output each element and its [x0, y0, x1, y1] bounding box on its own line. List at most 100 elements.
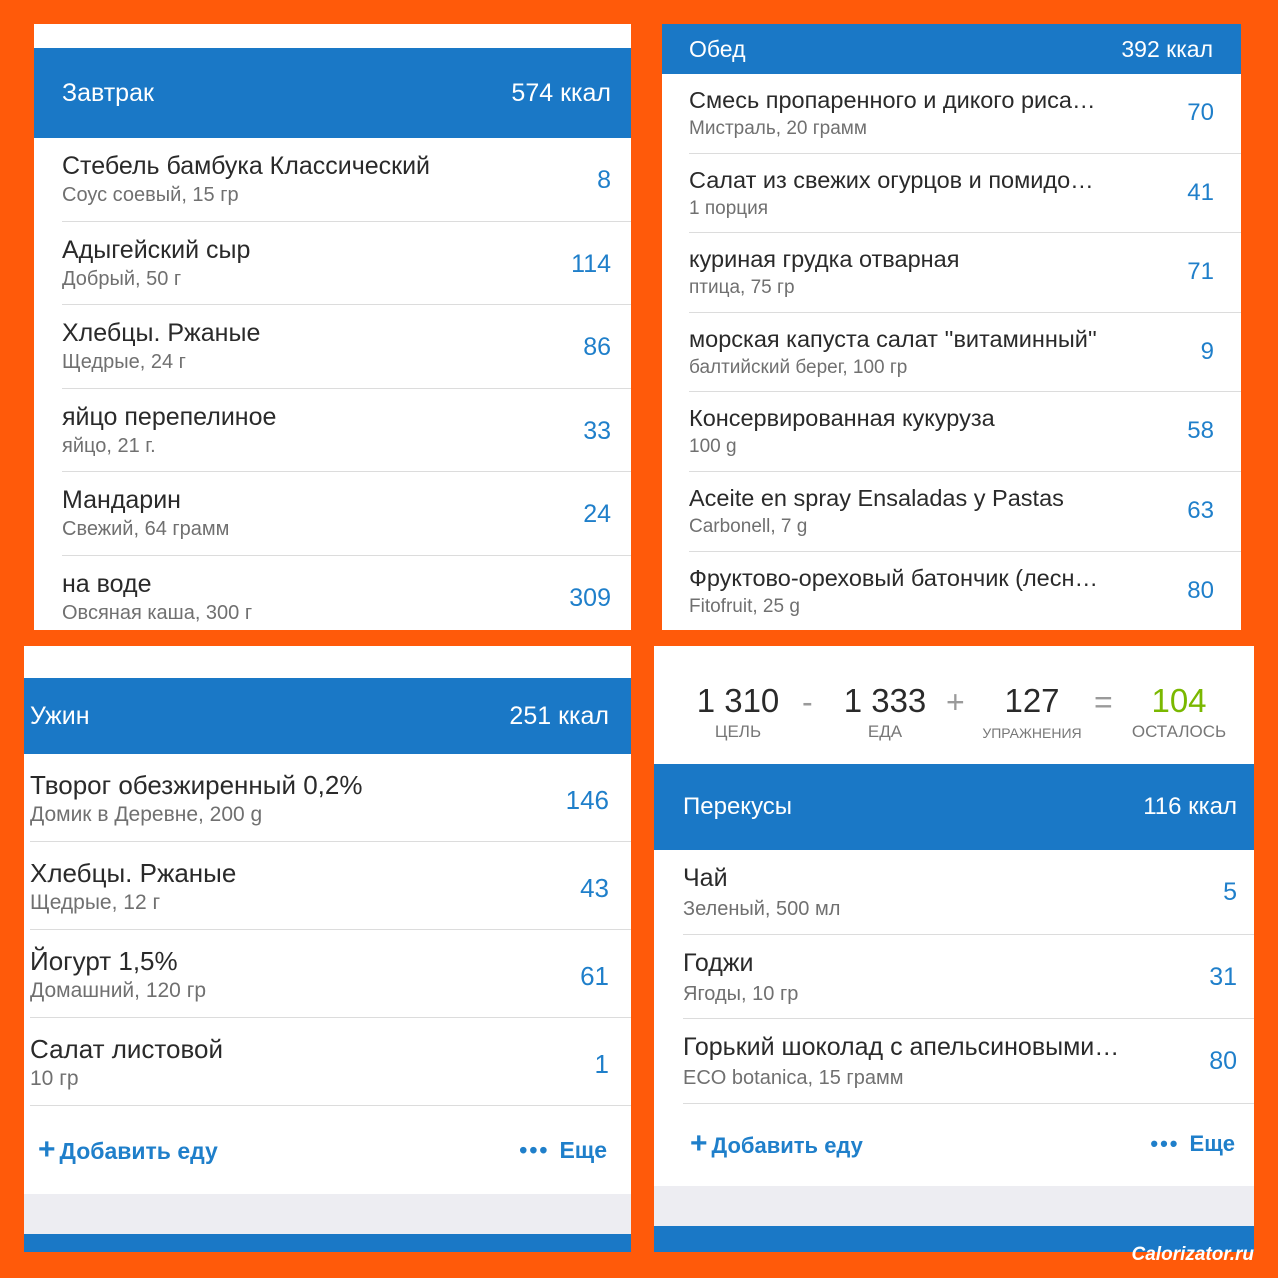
food-row[interactable]: Годжи Ягоды, 10 гр 31	[683, 935, 1254, 1019]
food-calories: 146	[565, 785, 609, 815]
food-row[interactable]: Aceite en spray Ensaladas y Pastas Carbon…	[689, 472, 1241, 552]
food-calories: 31	[1209, 962, 1237, 991]
food-name: Салат из свежих огурцов и помидо…	[689, 166, 1094, 193]
more-button[interactable]: ••• Еще	[1150, 1131, 1235, 1157]
food-row[interactable]: на воде Овсяная каша, 300 г 309	[62, 556, 631, 631]
food-detail: балтийский берег, 100 гр	[689, 356, 908, 378]
food-row[interactable]: Творог обезжиренный 0,2% Домик в Деревне,…	[30, 754, 631, 842]
food-calories: 61	[580, 961, 609, 991]
food-calories: 43	[580, 873, 609, 903]
food-detail: Carbonell, 7 g	[689, 515, 808, 537]
more-button[interactable]: ••• Еще	[519, 1137, 607, 1164]
food-detail: Домашний, 120 гр	[30, 979, 207, 1002]
food-name: Хлебцы. Ржаные	[62, 319, 261, 347]
summary-remaining: 104 ОСТАЛОСЬ	[1128, 682, 1230, 742]
next-section-header	[654, 1226, 1254, 1252]
food-name: Стебель бамбука Классический	[62, 152, 430, 180]
dinner-header[interactable]: Ужин 251 ккал	[24, 678, 631, 754]
food-row[interactable]: яйцо перепелиное яйцо, 21 г. 33	[62, 389, 631, 472]
breakfast-header[interactable]: Завтрак 574 ккал	[34, 48, 631, 138]
food-row[interactable]: Горький шоколад с апельсиновыми… ECO bota…	[683, 1019, 1254, 1104]
more-dots-icon: •••	[1150, 1131, 1180, 1156]
food-row[interactable]: Смесь пропаренного и дикого риса… Мистрал…	[689, 74, 1241, 154]
food-detail: Добрый, 50 г	[62, 267, 182, 290]
goal-value: 1 310	[696, 682, 780, 719]
food-detail: Fitofruit, 25 g	[689, 595, 800, 617]
remaining-label: ОСТАЛОСЬ	[1131, 722, 1227, 741]
meal-total: 392 ккал	[1121, 35, 1213, 62]
food-value: 1 333	[843, 682, 927, 719]
food-row[interactable]: морская капуста салат ''витаминный'' балт…	[689, 313, 1241, 393]
food-name: куриная грудка отварная	[689, 246, 960, 273]
food-row[interactable]: Хлебцы. Ржаные Щедрые, 12 г 43	[30, 842, 631, 930]
section-gap	[24, 1194, 631, 1234]
food-name: Хлебцы. Ржаные	[30, 858, 237, 888]
food-name: Салат листовой	[30, 1034, 223, 1064]
breakfast-panel: Завтрак 574 ккал Стебель бамбука Классич…	[34, 24, 631, 630]
snacks-header[interactable]: Перекусы 116 ккал	[654, 764, 1254, 850]
food-detail: Зеленый, 500 мл	[683, 898, 841, 920]
food-detail: Щедрые, 24 г	[62, 351, 186, 373]
food-name: Горький шоколад с апельсиновыми…	[683, 1033, 1120, 1061]
food-row[interactable]: Йогурт 1,5% Домашний, 120 гр 61	[30, 930, 631, 1018]
food-calories: 41	[1187, 178, 1214, 206]
food-calories: 58	[1187, 417, 1214, 445]
food-row[interactable]: Чай Зеленый, 500 мл 5	[683, 850, 1254, 935]
watermark: Calorizator.ru	[1131, 1244, 1254, 1265]
minus-sign: -	[802, 684, 813, 720]
dinner-panel: Ужин 251 ккал Творог обезжиренный 0,2% До…	[24, 646, 631, 1252]
food-row[interactable]: Салат листовой 10 гр 1	[30, 1018, 631, 1106]
food-name: Консервированная кукуруза	[689, 405, 995, 432]
food-detail: Овсяная каша, 300 г	[62, 601, 253, 624]
food-calories: 9	[1200, 337, 1214, 365]
food-calories: 5	[1223, 878, 1237, 906]
food-calories: 8	[597, 166, 611, 194]
add-food-button[interactable]: + Добавить еду	[38, 1133, 218, 1167]
food-row[interactable]: Хлебцы. Ржаные Щедрые, 24 г 86	[62, 305, 631, 389]
food-name: Йогурт 1,5%	[30, 946, 178, 976]
lunch-header[interactable]: Обед 392 ккал	[662, 24, 1241, 74]
food-calories: 80	[1187, 576, 1214, 604]
food-detail: Соус соевый, 15 гр	[62, 184, 239, 206]
food-row[interactable]: Адыгейский сыр Добрый, 50 г 114	[62, 222, 631, 305]
food-row[interactable]: Консервированная кукуруза 100 g 58	[689, 392, 1241, 472]
summary-exercise: 127 УПРАЖНЕНИЯ	[982, 682, 1082, 741]
food-detail: Свежий, 64 грамм	[62, 518, 230, 540]
food-label: ЕДА	[867, 722, 903, 741]
meal-title: Завтрак	[62, 78, 154, 107]
food-detail: Ягоды, 10 гр	[683, 982, 799, 1005]
meal-title: Перекусы	[683, 793, 793, 820]
food-row[interactable]: Мандарин Свежий, 64 грамм 24	[62, 472, 631, 556]
food-detail: ECO botanica, 15 грамм	[683, 1067, 904, 1089]
calorie-summary: 1 310 ЦЕЛЬ - 1 333 ЕДА + 127 УПРАЖНЕНИЯ …	[654, 646, 1254, 764]
meal-total: 116 ккал	[1143, 793, 1237, 820]
meal-total: 251 ккал	[509, 701, 609, 730]
add-food-label: Добавить еду	[711, 1133, 863, 1158]
plus-icon: +	[690, 1127, 708, 1160]
food-calories: 86	[583, 333, 611, 361]
exercise-value: 127	[1004, 682, 1060, 719]
plus-sign: +	[946, 684, 965, 720]
food-row[interactable]: Салат из свежих огурцов и помидо… 1 порци…	[689, 154, 1241, 234]
food-detail: 100 g	[689, 436, 737, 458]
snacks-list: Чай Зеленый, 500 мл 5 Годжи Ягоды, 10 гр 31 …	[654, 850, 1254, 1104]
food-row[interactable]: Стебель бамбука Классический Соус соевый,…	[62, 138, 631, 222]
food-row[interactable]: Фруктово-ореховый батончик (лесн… Fitofru…	[689, 552, 1241, 630]
add-food-button[interactable]: + Добавить еду	[690, 1127, 863, 1161]
more-dots-icon: •••	[519, 1136, 550, 1163]
snacks-actions: + Добавить еду ••• Еще	[654, 1102, 1254, 1186]
equals-sign: =	[1094, 684, 1113, 720]
food-name: Aceite en spray Ensaladas y Pastas	[689, 484, 1064, 511]
food-calories: 71	[1187, 258, 1214, 286]
food-name: Смесь пропаренного и дикого риса…	[689, 87, 1096, 113]
plus-icon: +	[38, 1133, 56, 1166]
dinner-list: Творог обезжиренный 0,2% Домик в Деревне,…	[24, 754, 631, 1106]
snacks-panel: 1 310 ЦЕЛЬ - 1 333 ЕДА + 127 УПРАЖНЕНИЯ …	[654, 646, 1254, 1252]
food-detail: Мистраль, 20 грамм	[689, 118, 867, 139]
food-row[interactable]: куриная грудка отварная птица, 75 гр 71	[689, 233, 1241, 313]
exercise-label: УПРАЖНЕНИЯ	[982, 725, 1082, 741]
breakfast-list: Стебель бамбука Классический Соус соевый,…	[34, 138, 631, 630]
food-name: Чай	[683, 864, 728, 892]
food-detail: 10 гр	[30, 1067, 79, 1090]
food-name: Адыгейский сыр	[62, 235, 251, 264]
